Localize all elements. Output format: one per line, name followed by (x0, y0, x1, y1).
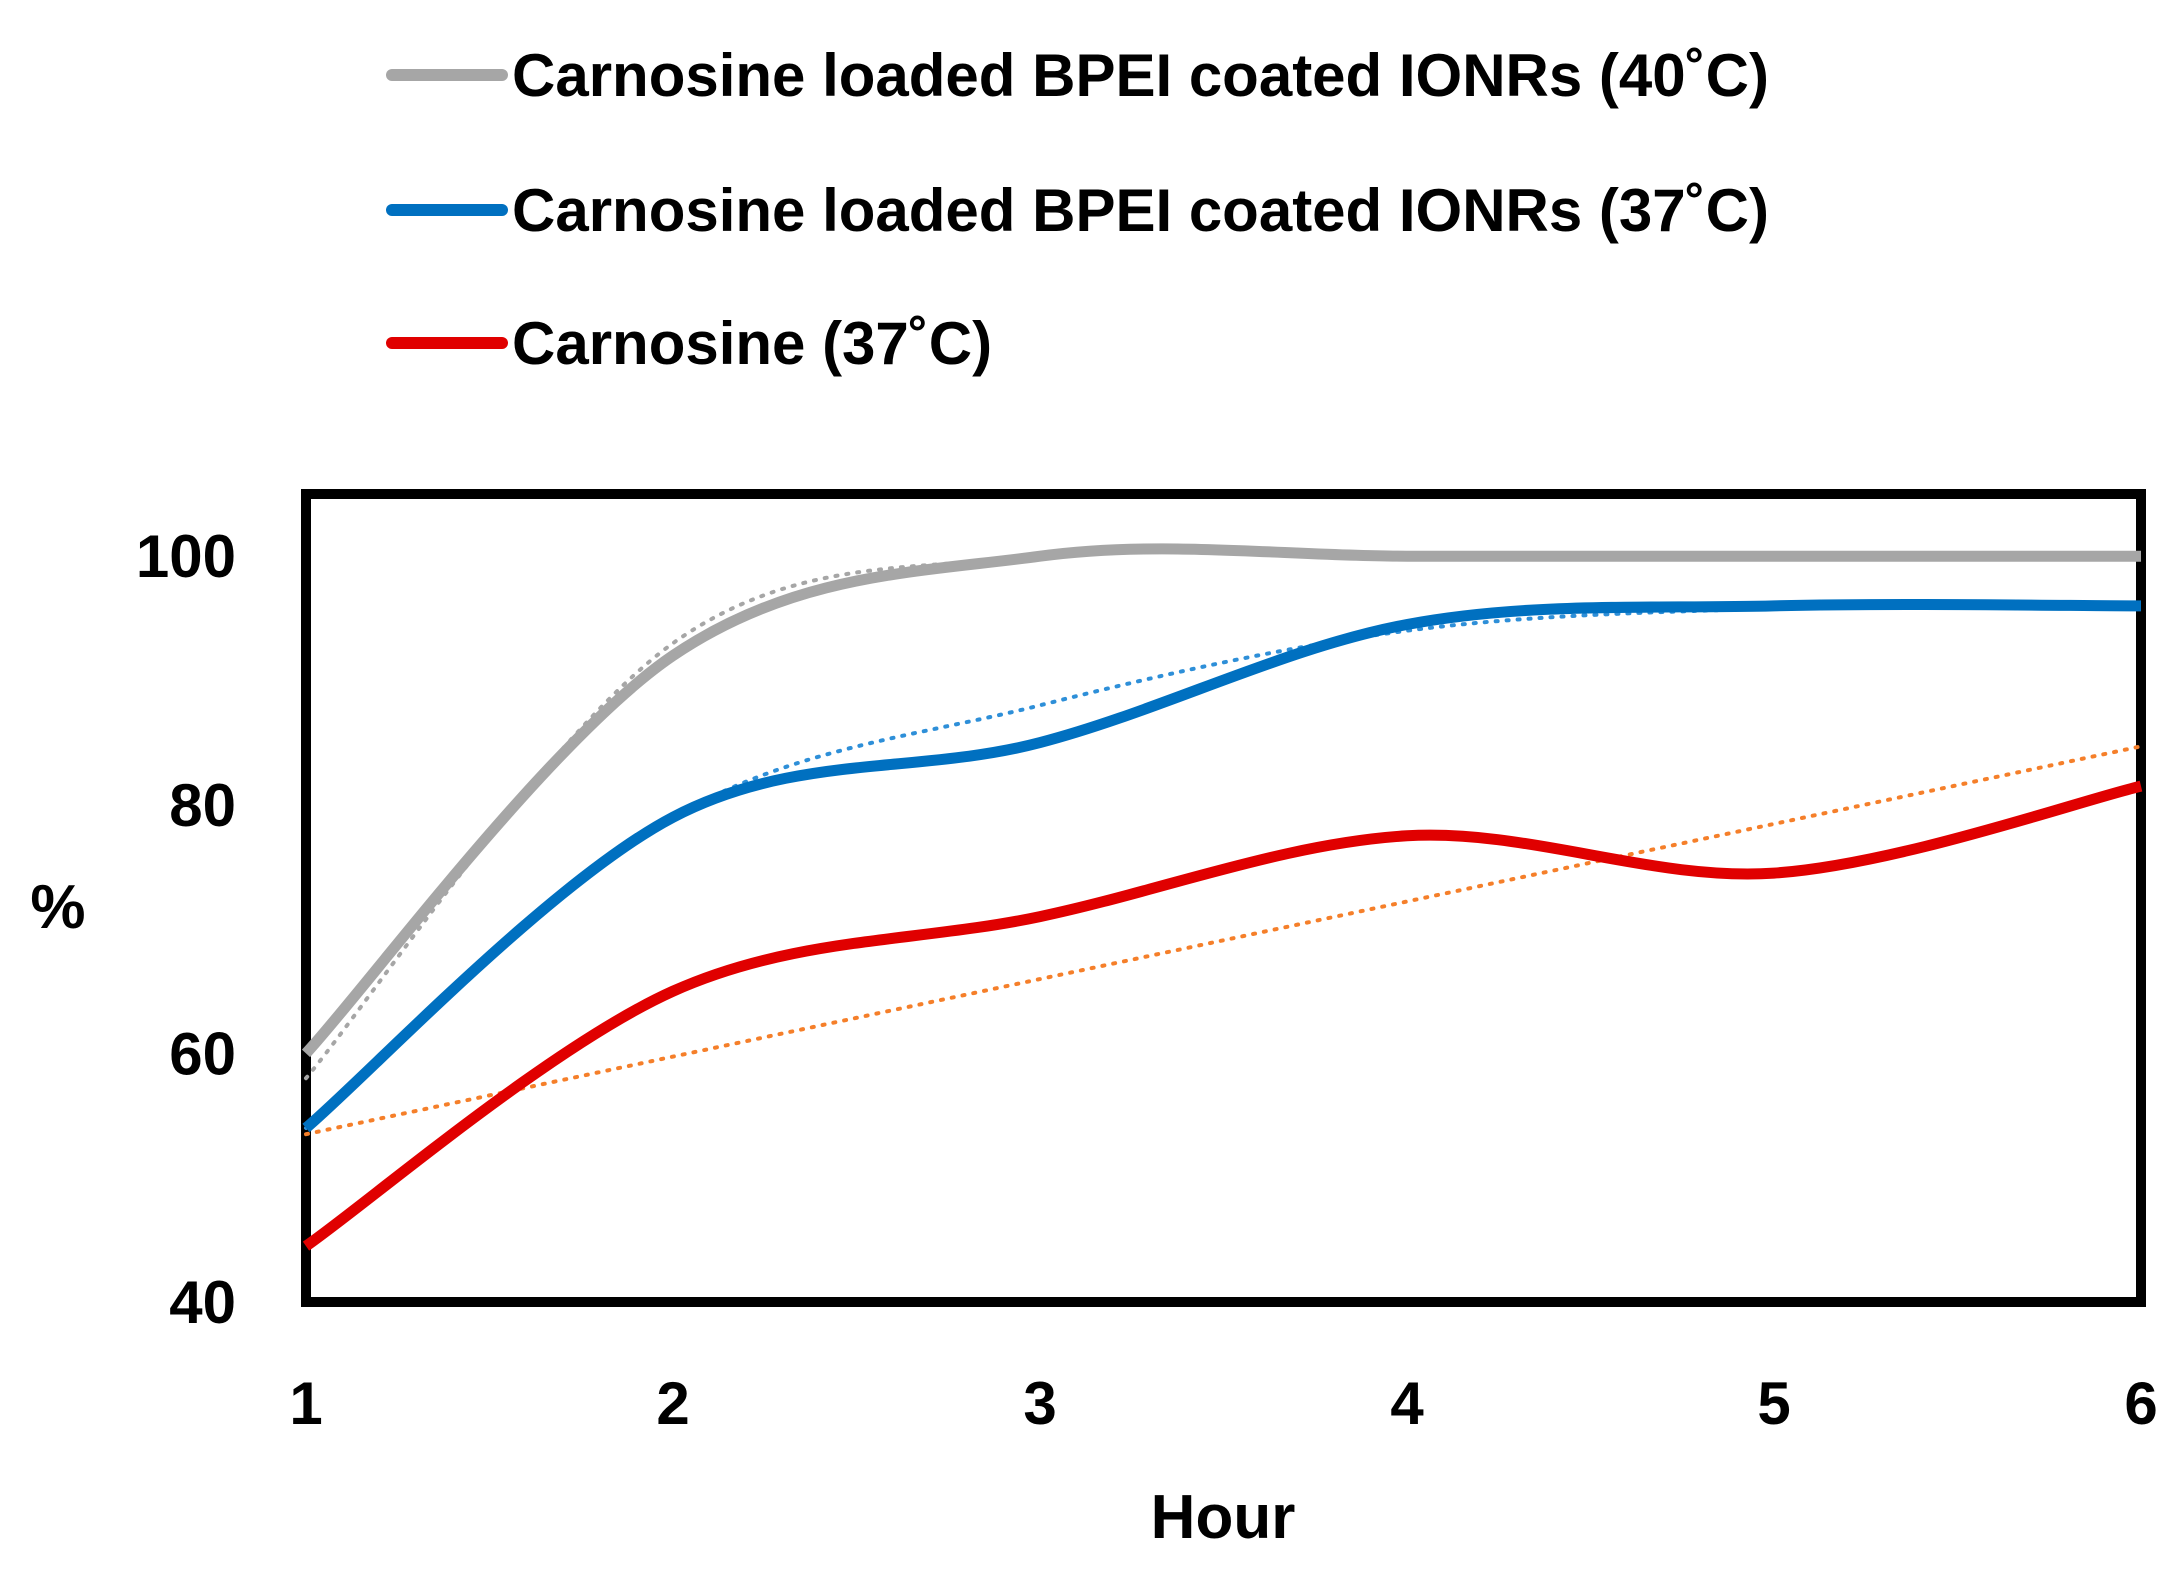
y-axis-label: % (30, 873, 85, 942)
x-tick-label: 5 (1757, 1370, 1790, 1437)
legend-entry-2: Carnosine loaded BPEI coated IONRs (37˚C… (386, 177, 1769, 244)
plot-frame (301, 489, 2146, 1307)
y-tick-label: 40 (169, 1269, 236, 1336)
x-tick-label: 6 (2124, 1370, 2157, 1437)
legend-label-series-1: Carnosine loaded BPEI coated IONRs (40˚C… (512, 42, 1769, 109)
trendline-series-3 (304, 744, 2143, 1137)
y-tick-label: 60 (169, 1020, 236, 1087)
x-axis-label: Hour (1151, 1483, 1296, 1552)
y-tick-label: 100 (136, 523, 236, 590)
y-tick-label: 80 (169, 772, 236, 839)
series-line-1 (301, 543, 2141, 1058)
legend-label-series-3: Carnosine (37˚C) (512, 310, 992, 377)
x-axis-ticks: 1 2 3 4 5 6 (289, 1370, 2157, 1437)
x-tick-label: 4 (1390, 1370, 1424, 1437)
y-axis-ticks: 40 60 80 100 (136, 523, 236, 1336)
legend-entry-1: Carnosine loaded BPEI coated IONRs (40˚C… (386, 42, 1769, 109)
legend: Carnosine loaded BPEI coated IONRs (40˚C… (386, 42, 1769, 377)
legend-label-series-2: Carnosine loaded BPEI coated IONRs (37˚C… (512, 177, 1769, 244)
x-tick-label: 1 (289, 1370, 322, 1437)
series-lines (301, 543, 2143, 1251)
x-tick-label: 2 (656, 1370, 689, 1437)
series-line-3 (302, 780, 2143, 1251)
legend-entry-3: Carnosine (37˚C) (386, 310, 992, 377)
series-line-2 (302, 599, 2142, 1133)
x-tick-label: 3 (1023, 1370, 1056, 1437)
